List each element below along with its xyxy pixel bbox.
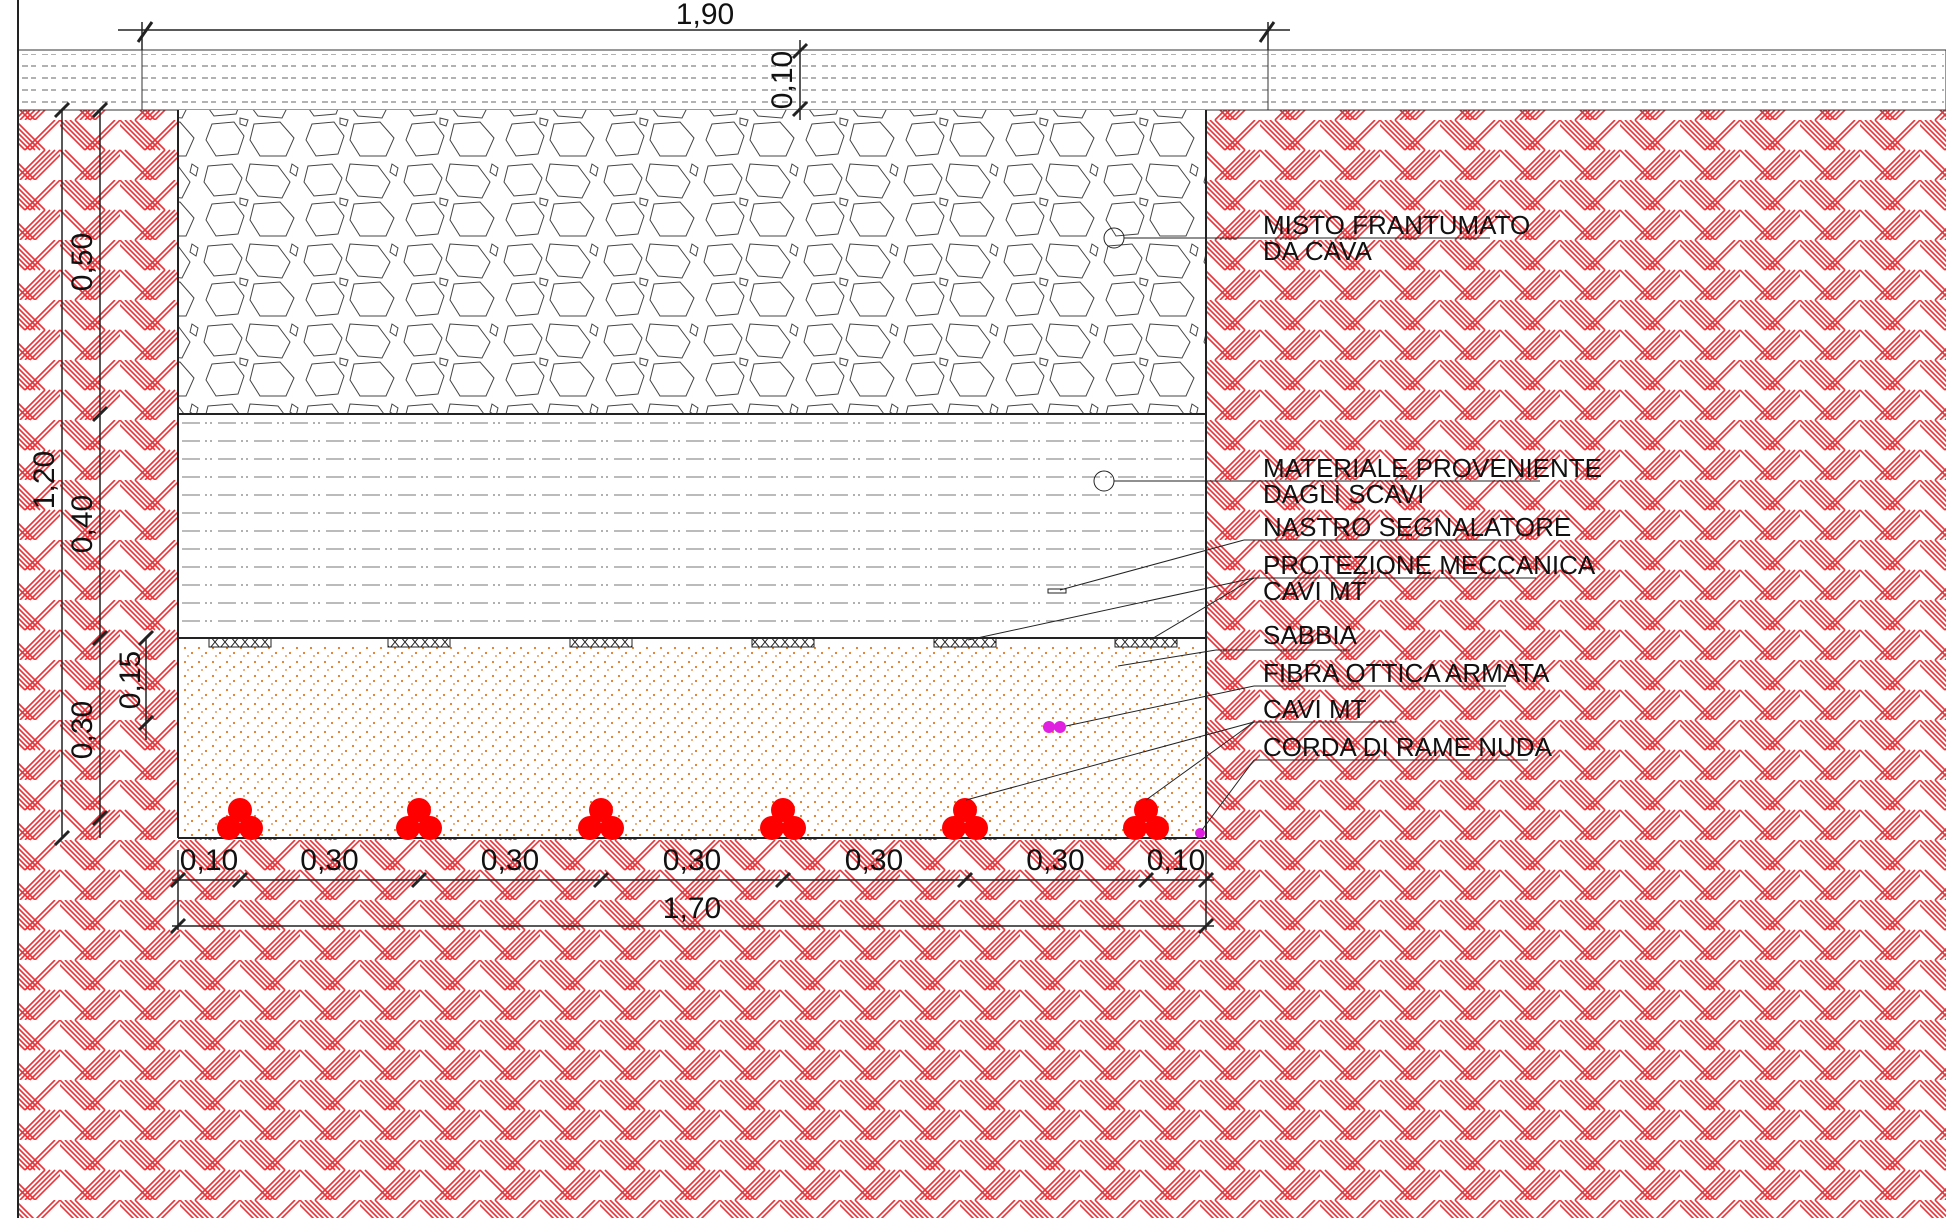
bare-copper-wire bbox=[1195, 828, 1205, 838]
label-materiale-line1: MATERIALE PROVENIENTE bbox=[1263, 453, 1602, 483]
mt-cable-trefoil bbox=[1123, 798, 1169, 840]
dim-fill-layer: 0,50 bbox=[66, 233, 99, 291]
mt-cable bbox=[407, 798, 431, 822]
mechanical-protection-plate bbox=[387, 637, 451, 648]
dim-top-total: 1,90 bbox=[676, 0, 734, 31]
mt-cable-trefoil bbox=[942, 798, 988, 840]
mt-cable bbox=[964, 816, 988, 840]
mt-cable-trefoil bbox=[578, 798, 624, 840]
dim-excavated-layer: 0,40 bbox=[66, 495, 99, 553]
soil-right bbox=[1206, 110, 1946, 1218]
mechanical-protection-plate bbox=[569, 637, 633, 648]
dim-bottom-segment: 0,30 bbox=[300, 844, 358, 877]
mt-cable-trefoil bbox=[217, 798, 263, 840]
dim-total-depth: 1,20 bbox=[28, 451, 61, 509]
mechanical-protection-plate bbox=[751, 637, 815, 648]
mt-cable bbox=[771, 798, 795, 822]
dim-bottom-segment: 0,30 bbox=[845, 844, 903, 877]
dim-bottom-total: 1,70 bbox=[663, 892, 721, 925]
dim-bottom-segment: 0,30 bbox=[1026, 844, 1084, 877]
mt-cable bbox=[589, 798, 613, 822]
dim-pavement-thickness: 0,10 bbox=[766, 51, 799, 109]
warning-tape bbox=[1047, 588, 1067, 594]
mt-cable bbox=[600, 816, 624, 840]
soil-bottom bbox=[178, 838, 1206, 1218]
dim-cable-depth: 0,15 bbox=[114, 651, 147, 709]
label-materiale-line2: DAGLI SCAVI bbox=[1263, 479, 1424, 509]
mt-cable bbox=[239, 816, 263, 840]
label-nastro: NASTRO SEGNALATORE bbox=[1263, 512, 1571, 542]
label-cavi-mt-upper: CAVI MT bbox=[1263, 576, 1367, 606]
mt-cable bbox=[760, 816, 784, 840]
label-cavi-mt-lower: CAVI MT bbox=[1263, 694, 1367, 724]
mt-cable-trefoil bbox=[760, 798, 806, 840]
dim-bottom-segment: 0,10 bbox=[1147, 844, 1205, 877]
label-corda: CORDA DI RAME NUDA bbox=[1263, 732, 1553, 762]
dim-bottom-segment: 0,10 bbox=[180, 844, 238, 877]
mt-cable bbox=[953, 798, 977, 822]
mt-cable bbox=[782, 816, 806, 840]
mechanical-protection-plate bbox=[1114, 637, 1178, 648]
mt-cable bbox=[578, 816, 602, 840]
dim-sand-layer: 0,30 bbox=[66, 701, 99, 759]
dim-bottom-segment: 0,30 bbox=[663, 844, 721, 877]
label-misto-line2: DA CAVA bbox=[1263, 236, 1373, 266]
fiber-optic-cable bbox=[1043, 721, 1055, 733]
mt-cable bbox=[1134, 798, 1158, 822]
mt-cable bbox=[942, 816, 966, 840]
label-protezione: PROTEZIONE MECCANICA bbox=[1263, 550, 1596, 580]
mechanical-protection-plate bbox=[208, 637, 272, 648]
label-fibra: FIBRA OTTICA ARMATA bbox=[1263, 658, 1550, 688]
mt-cable bbox=[1123, 816, 1147, 840]
mt-cable bbox=[217, 816, 241, 840]
mt-cable bbox=[396, 816, 420, 840]
mt-cable bbox=[418, 816, 442, 840]
label-misto-line1: MISTO FRANTUMATO bbox=[1263, 210, 1530, 240]
mt-cable bbox=[1145, 816, 1169, 840]
label-sabbia: SABBIA bbox=[1263, 620, 1358, 650]
soil-left bbox=[18, 110, 178, 1218]
dim-bottom-segment: 0,30 bbox=[481, 844, 539, 877]
mechanical-protection-plate bbox=[933, 637, 997, 648]
mt-cable-trefoil bbox=[396, 798, 442, 840]
fiber-optic-cable bbox=[1054, 721, 1066, 733]
mt-cable bbox=[228, 798, 252, 822]
